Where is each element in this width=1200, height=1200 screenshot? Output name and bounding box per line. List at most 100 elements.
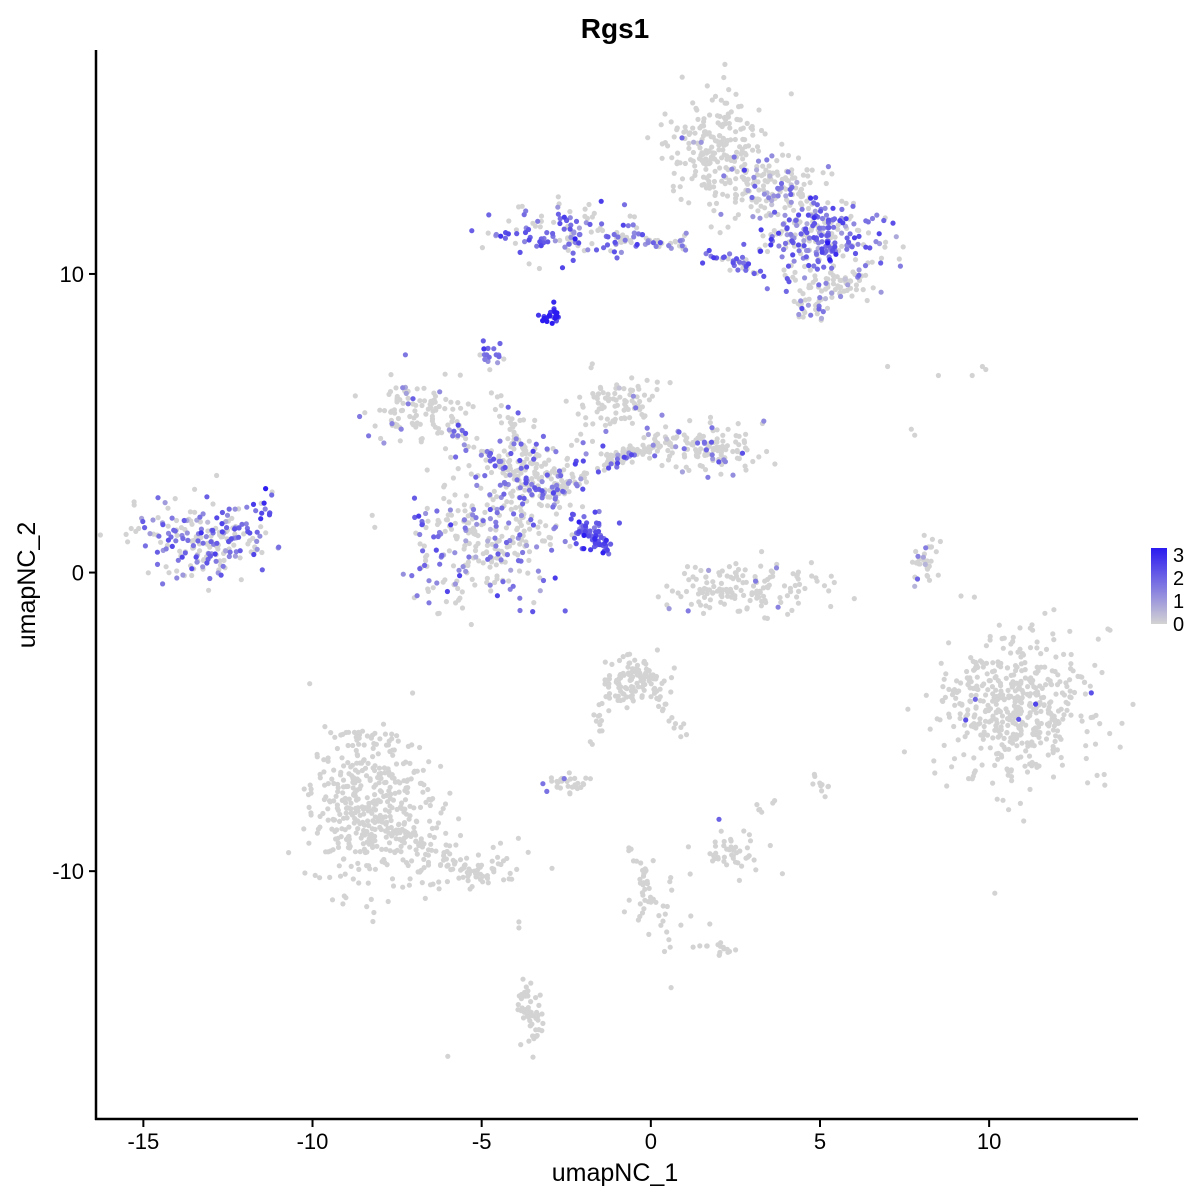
cell-point xyxy=(1008,650,1014,656)
cell-point xyxy=(192,509,198,515)
cell-point xyxy=(980,698,986,704)
cell-point xyxy=(710,858,716,864)
cell-point xyxy=(354,760,360,766)
cell-point xyxy=(407,760,413,767)
cell-point xyxy=(382,731,388,737)
cell-point xyxy=(392,790,398,796)
cell-point xyxy=(626,660,632,666)
cell-point xyxy=(125,539,131,545)
cell-point xyxy=(718,828,724,834)
cell-point xyxy=(478,448,485,454)
cell-point xyxy=(971,594,978,600)
cell-point xyxy=(250,535,256,542)
cell-point xyxy=(502,481,508,487)
cell-point xyxy=(425,518,431,524)
cell-point xyxy=(627,671,633,677)
cell-point xyxy=(954,678,960,684)
cell-point xyxy=(634,241,640,248)
cell-point xyxy=(195,538,201,544)
cell-point xyxy=(810,279,816,285)
cell-point xyxy=(516,204,522,210)
cell-point xyxy=(1092,741,1099,747)
cell-point xyxy=(804,221,810,227)
cell-point xyxy=(757,215,763,221)
cell-point xyxy=(972,696,978,702)
cell-point xyxy=(750,147,756,153)
cell-point xyxy=(606,681,612,687)
cell-point xyxy=(389,876,396,882)
cell-point xyxy=(733,947,739,953)
cell-point xyxy=(1088,714,1094,721)
cell-point xyxy=(843,216,849,222)
cell-point xyxy=(729,166,735,172)
cell-point xyxy=(478,452,484,458)
cell-point xyxy=(704,591,710,597)
cell-point xyxy=(481,346,487,352)
cell-point xyxy=(226,506,232,512)
cell-point xyxy=(382,770,388,776)
cell-point xyxy=(335,785,341,791)
cell-point xyxy=(713,444,720,450)
cell-point xyxy=(672,721,679,727)
cell-point xyxy=(372,833,378,840)
cell-point xyxy=(758,127,765,134)
cell-point xyxy=(434,521,441,528)
cell-point xyxy=(863,218,869,224)
cell-point xyxy=(750,214,756,220)
cell-point xyxy=(537,519,543,525)
cell-point xyxy=(707,185,713,191)
cell-point xyxy=(664,436,670,442)
cell-point xyxy=(641,435,647,441)
cell-point xyxy=(615,234,621,240)
cell-point xyxy=(786,217,792,223)
cell-point xyxy=(735,117,741,123)
cell-point xyxy=(795,569,802,575)
cell-point xyxy=(223,548,229,554)
cell-point xyxy=(831,216,838,222)
cell-point xyxy=(537,575,543,581)
cell-point xyxy=(703,603,709,609)
cell-point xyxy=(441,484,447,490)
cell-point xyxy=(646,885,652,892)
cell-point xyxy=(522,239,528,245)
cell-point xyxy=(970,658,976,665)
cell-point xyxy=(721,173,727,179)
cell-point xyxy=(831,579,837,586)
cell-point xyxy=(160,581,166,587)
cell-point xyxy=(893,234,899,240)
cell-point xyxy=(621,202,628,208)
cell-point xyxy=(805,247,811,254)
cell-point xyxy=(854,227,861,233)
cell-point xyxy=(369,512,375,518)
cell-point xyxy=(1079,718,1085,724)
cell-point xyxy=(1024,769,1031,775)
cell-point xyxy=(834,274,840,280)
cell-point xyxy=(577,231,583,238)
cell-point xyxy=(739,863,745,869)
cell-point xyxy=(825,217,832,223)
cell-point xyxy=(399,806,405,812)
cell-point xyxy=(1078,713,1084,719)
cell-point xyxy=(819,788,825,794)
cell-point xyxy=(497,438,503,444)
cell-point xyxy=(663,424,669,430)
cell-point xyxy=(1117,744,1123,750)
cell-point xyxy=(833,251,839,257)
cell-point xyxy=(515,1007,521,1013)
cell-point xyxy=(452,492,458,498)
cell-point xyxy=(582,523,589,529)
cell-point xyxy=(946,714,953,720)
cell-point xyxy=(458,867,464,873)
cell-point xyxy=(517,417,523,423)
cell-point xyxy=(525,570,531,576)
cell-point xyxy=(958,680,964,686)
cell-point xyxy=(473,474,479,480)
cell-point xyxy=(542,460,548,466)
cell-point xyxy=(639,693,645,699)
cell-point xyxy=(763,213,770,219)
cell-point xyxy=(353,797,360,803)
cell-point xyxy=(642,413,648,419)
cell-point xyxy=(154,549,160,555)
cell-point xyxy=(716,816,722,822)
cell-point xyxy=(457,372,463,378)
